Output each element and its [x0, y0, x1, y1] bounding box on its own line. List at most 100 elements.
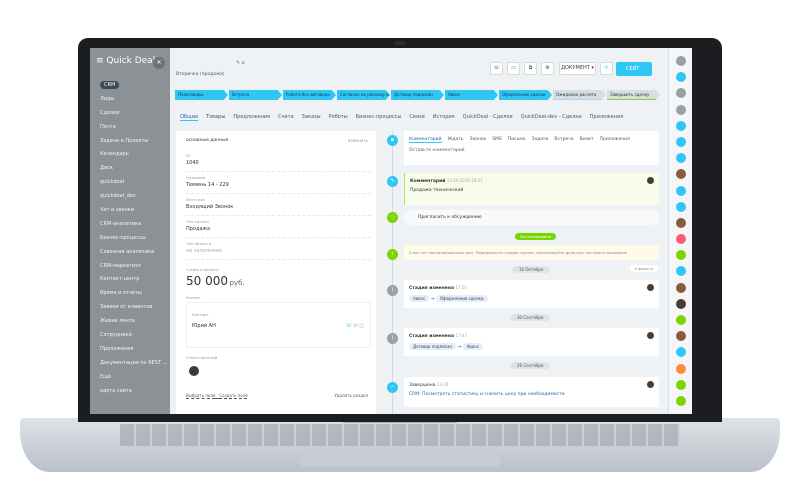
tab[interactable]: Предложения: [233, 114, 271, 120]
task-link[interactable]: CRM: Посмотреть статистику и снизить цен…: [409, 392, 565, 397]
tab[interactable]: Бизнес-процессы: [355, 114, 402, 120]
filter-button[interactable]: ▾ фильтр: [629, 265, 658, 272]
user-avatar[interactable]: [675, 250, 686, 261]
stage-6[interactable]: Оформление сделки: [499, 90, 552, 100]
close-icon[interactable]: ✕: [153, 57, 165, 69]
user-avatar[interactable]: [675, 185, 686, 196]
sidebar-item[interactable]: quickdeal: [100, 179, 167, 193]
document-button[interactable]: ДОКУМЕНТ ▾: [559, 62, 596, 75]
user-avatar[interactable]: [675, 363, 686, 374]
tab[interactable]: QuickDeal-dev - Сделки: [520, 114, 582, 120]
stage-4[interactable]: Договор подписан: [391, 90, 444, 100]
sidebar-item[interactable]: CRM-маркетинг: [100, 263, 167, 277]
calendar-icon[interactable]: ▭: [507, 62, 520, 75]
select-field-link[interactable]: Выбрать поле: [186, 393, 216, 398]
sidebar-item[interactable]: Документация по REST ...: [100, 360, 167, 374]
sidebar-item[interactable]: Почта: [100, 124, 167, 138]
sidebar-item[interactable]: Бизнес-процессы: [100, 235, 167, 249]
sidebar-item[interactable]: карта сайта: [100, 388, 167, 402]
edit-title-icon[interactable]: ✎ ⌀: [236, 60, 245, 66]
activity-tab[interactable]: Комментарий: [409, 137, 442, 143]
activity-tab[interactable]: SMS: [492, 137, 502, 142]
user-avatar[interactable]: [675, 379, 686, 390]
copy-icon[interactable]: ⧉: [524, 62, 537, 75]
activity-tab[interactable]: Задача: [531, 137, 549, 142]
refresh-icon[interactable]: ⟳: [600, 62, 613, 75]
chat-icon[interactable]: ◫: [359, 323, 364, 329]
tab[interactable]: Роботы: [328, 114, 348, 120]
user-avatar[interactable]: [675, 347, 686, 358]
user-avatar[interactable]: [675, 282, 686, 293]
comment-input[interactable]: Оставьте комментарий: [409, 148, 465, 153]
activity-tab[interactable]: Приложения: [599, 137, 630, 142]
sidebar-item[interactable]: Время и отчеты: [100, 290, 167, 304]
tab[interactable]: Счета: [278, 114, 294, 120]
sidebar-item[interactable]: Календарь: [100, 151, 167, 165]
user-avatar[interactable]: [675, 120, 686, 131]
user-avatar[interactable]: [675, 217, 686, 228]
user-avatar[interactable]: [675, 201, 686, 212]
stage-2[interactable]: Работа без договора: [283, 90, 336, 100]
sidebar-item[interactable]: Сквозная аналитика: [100, 249, 167, 263]
contact-name[interactable]: Юрий АН: [192, 323, 216, 329]
user-avatar[interactable]: [675, 88, 686, 99]
sidebar-item[interactable]: Заявки от клиентов: [100, 304, 167, 318]
edit-link[interactable]: изменить: [347, 138, 368, 143]
sidebar-item[interactable]: CRM: [100, 81, 167, 96]
sidebar-item[interactable]: Чат и звонки: [100, 207, 167, 221]
tab[interactable]: История: [432, 114, 455, 120]
chevron-down-icon[interactable]: ▾: [636, 80, 639, 86]
user-avatar[interactable]: [675, 315, 686, 325]
user-avatar[interactable]: [675, 136, 686, 147]
sidebar-item[interactable]: Контакт-центр: [100, 276, 167, 290]
tab[interactable]: QuickDeal - Сделки: [462, 114, 513, 120]
sidebar-item[interactable]: Сотрудники: [100, 332, 167, 346]
activity-tab[interactable]: Письмо: [507, 137, 526, 142]
sidebar-item[interactable]: Ещё: [100, 374, 167, 388]
task-title: Завершена: [409, 383, 436, 388]
user-avatar[interactable]: [675, 72, 686, 83]
user-avatar[interactable]: [675, 104, 686, 115]
stage-7[interactable]: Ожидание расчета: [553, 90, 606, 100]
stage-1[interactable]: Встреча: [229, 90, 282, 100]
responsible-avatar[interactable]: [189, 366, 199, 376]
user-avatar[interactable]: [675, 56, 686, 66]
sidebar-item[interactable]: CRM-аналитика: [100, 221, 167, 235]
save-button[interactable]: СЕЙТ ▾: [616, 62, 652, 86]
delete-section-link[interactable]: Удалить раздел: [334, 393, 368, 398]
user-avatar[interactable]: [675, 169, 686, 180]
user-avatar[interactable]: [675, 331, 686, 342]
sidebar-item[interactable]: quickdeal_dev: [100, 193, 167, 207]
phone-icon[interactable]: ☏: [490, 62, 503, 75]
sidebar-item[interactable]: Приложения: [100, 346, 167, 360]
stage-3[interactable]: Согласие на рекламу в...: [337, 90, 390, 100]
tab[interactable]: Заказы: [301, 114, 321, 120]
tab[interactable]: Приложения: [589, 114, 624, 120]
sidebar-item[interactable]: Сделки: [100, 110, 167, 124]
sidebar-item[interactable]: Задачи и Проекты: [100, 138, 167, 152]
create-field-link[interactable]: Создать поле: [219, 393, 248, 398]
activity-tab[interactable]: Звонок: [469, 137, 487, 142]
tab[interactable]: Общие: [180, 114, 199, 121]
activity-tab[interactable]: Визит: [579, 137, 594, 142]
stage-0[interactable]: Переговоры: [175, 90, 228, 100]
sidebar-item[interactable]: Лиды: [100, 96, 167, 110]
gear-icon[interactable]: ⚙: [541, 62, 554, 75]
stage-8[interactable]: Завершить сделку: [607, 90, 660, 100]
tab[interactable]: Товары: [206, 114, 226, 120]
user-avatar[interactable]: [675, 395, 686, 406]
activity-tab[interactable]: Ждать: [447, 137, 464, 142]
invite-link[interactable]: Пригласить к обсуждению: [404, 210, 659, 225]
tab[interactable]: Связи: [409, 114, 425, 120]
sidebar-item[interactable]: Живая лента: [100, 318, 167, 332]
user-avatar[interactable]: [675, 298, 686, 309]
mail-icon[interactable]: ✉: [353, 323, 358, 329]
phone-icon[interactable]: ☏: [345, 323, 352, 329]
stage-5[interactable]: Аванс: [445, 90, 498, 100]
sidebar-item[interactable]: Диск: [100, 165, 167, 179]
direction-select[interactable]: Вторичка (продажа): [176, 72, 225, 77]
activity-tab[interactable]: Встреча: [554, 137, 574, 142]
user-avatar[interactable]: [675, 234, 686, 245]
user-avatar[interactable]: [675, 153, 686, 164]
user-avatar[interactable]: [675, 266, 686, 277]
